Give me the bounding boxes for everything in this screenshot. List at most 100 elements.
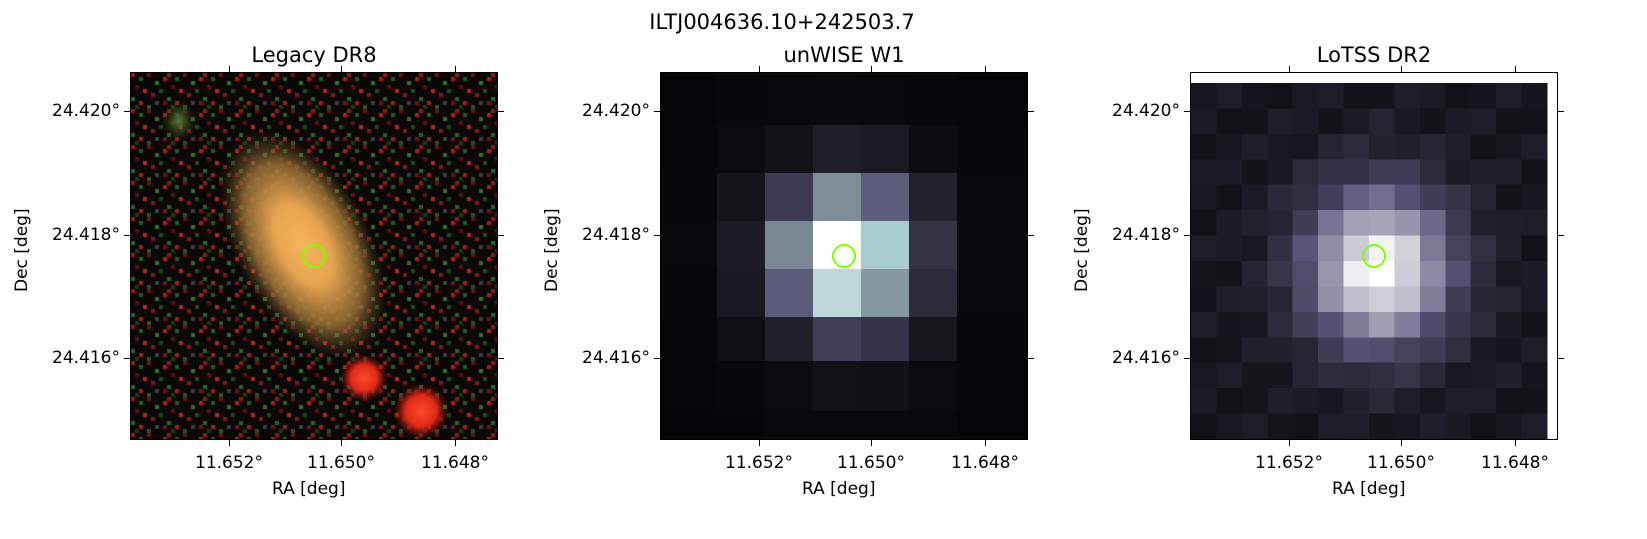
lotss-pixel [1241, 184, 1268, 211]
lotss-pixel [1445, 261, 1472, 287]
x-axis-label: RA [deg] [802, 479, 876, 499]
lotss-pixel [1496, 83, 1523, 109]
lotss-pixel [1394, 388, 1421, 415]
lotss-pixel [1343, 413, 1370, 439]
panel-title: Legacy DR8 [251, 43, 377, 67]
lotss-pixel [1521, 210, 1548, 237]
lotss-pixel [1241, 286, 1268, 313]
lotss-pixel [1318, 210, 1345, 237]
source-marker [302, 244, 326, 268]
lotss-pixel [1369, 261, 1395, 287]
lotss-pixel [1292, 184, 1319, 211]
lotss-pixel [1318, 83, 1345, 109]
lotss-pixel [1267, 286, 1294, 313]
lotss-pixel [1419, 108, 1446, 135]
lotss-pixel [1343, 133, 1370, 160]
lotss-pixel [1470, 210, 1497, 237]
lotss-pixel [1369, 388, 1395, 415]
lotss-pixel [1419, 337, 1446, 364]
lotss-pixel [1521, 413, 1548, 439]
lotss-pixel [1216, 286, 1243, 313]
lotss-pixel [1445, 184, 1472, 211]
lotss-pixel [1521, 261, 1548, 287]
lotss-pixel [1470, 108, 1497, 135]
lotss-pixel [1470, 133, 1497, 160]
x-tick-label: 11.650° [1367, 453, 1435, 473]
lotss-pixel [1445, 413, 1472, 439]
x-tick-label: 11.652° [1255, 453, 1323, 473]
lotss-pixel [1369, 210, 1395, 237]
lotss-pixel [1267, 235, 1294, 262]
x-tick-label: 11.650° [307, 453, 375, 473]
lotss-pixel [1470, 235, 1497, 262]
lotss-pixel [1394, 235, 1421, 262]
lotss-pixel [1191, 261, 1217, 287]
lotss-pixel [1318, 413, 1345, 439]
lotss-pixel [1318, 286, 1345, 313]
lotss-pixel [1419, 83, 1446, 109]
lotss-pixel [1496, 286, 1523, 313]
lotss-pixel [1369, 133, 1395, 160]
lotss-pixel [1318, 159, 1345, 186]
lotss-pixel [1394, 210, 1421, 237]
y-tick-label: 24.416° [52, 348, 120, 368]
lotss-pixel [1292, 286, 1319, 313]
lotss-pixel [1445, 286, 1472, 313]
lotss-pixel [1394, 337, 1421, 364]
y-tick-label: 24.416° [582, 348, 650, 368]
lotss-pixel [1445, 235, 1472, 262]
lotss-pixel [1318, 362, 1345, 389]
lotss-pixel [1521, 311, 1548, 338]
lotss-pixel [1419, 311, 1446, 338]
lotss-pixel [1267, 388, 1294, 415]
lotss-pixel [1369, 413, 1395, 439]
lotss-pixel [1369, 159, 1395, 186]
lotss-pixel [1343, 362, 1370, 389]
lotss-pixel [1394, 159, 1421, 186]
lotss-pixel [1241, 133, 1268, 160]
lotss-pixel [1369, 83, 1395, 109]
panel-lotss: LoTSS DR2 24.420° 24.418° 24.416° 11.652… [1072, 0, 1647, 539]
lotss-pixel [1419, 133, 1446, 160]
lotss-pixel [1394, 413, 1421, 439]
lotss-pixel [1496, 235, 1523, 262]
lotss-pixel [1216, 362, 1243, 389]
x-axis-label: RA [deg] [1332, 479, 1406, 499]
lotss-pixel [1191, 337, 1217, 364]
lotss-pixel [1394, 362, 1421, 389]
panel-title: LoTSS DR2 [1316, 43, 1432, 67]
lotss-pixel [1394, 261, 1421, 287]
lotss-pixel [1394, 286, 1421, 313]
legacy-image [130, 72, 498, 440]
y-tick-label: 24.418° [582, 225, 650, 245]
lotss-pixel [1241, 108, 1268, 135]
lotss-pixel [1470, 311, 1497, 338]
lotss-pixel [1369, 108, 1395, 135]
lotss-pixel [1267, 83, 1294, 109]
lotss-pixel [1419, 388, 1446, 415]
lotss-pixel [1267, 261, 1294, 287]
lotss-pixel [1394, 108, 1421, 135]
lotss-pixel [1292, 413, 1319, 439]
lotss-pixel [1216, 388, 1243, 415]
lotss-pixel [1496, 133, 1523, 160]
lotss-pixel [1394, 83, 1421, 109]
lotss-pixel [1241, 261, 1268, 287]
lotss-pixel [1343, 83, 1370, 109]
lotss-pixel [1445, 311, 1472, 338]
lotss-pixel [1419, 184, 1446, 211]
lotss-pixel [1521, 286, 1548, 313]
lotss-pixel [1445, 362, 1472, 389]
lotss-pixel [1470, 83, 1497, 109]
lotss-pixel [1445, 108, 1472, 135]
lotss-pixel [1292, 362, 1319, 389]
lotss-pixel [1191, 184, 1217, 211]
lotss-pixel [1216, 337, 1243, 364]
lotss-pixel [1521, 388, 1548, 415]
lotss-pixel [1445, 83, 1472, 109]
lotss-pixel [1216, 261, 1243, 287]
lotss-pixel [1292, 388, 1319, 415]
lotss-pixel [1241, 311, 1268, 338]
lotss-pixel [1369, 337, 1395, 364]
lotss-pixel [1267, 108, 1294, 135]
